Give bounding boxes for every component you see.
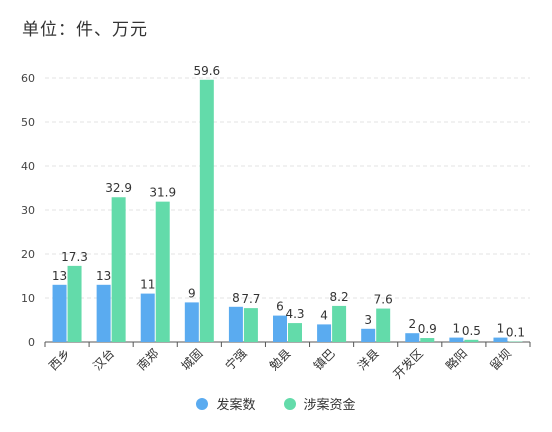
bar-cases	[493, 337, 508, 342]
data-label: 32.9	[105, 181, 132, 195]
y-tick-label: 10	[21, 292, 35, 305]
bar-cases	[405, 333, 420, 342]
bar-funds	[155, 201, 170, 342]
y-tick-label: 40	[21, 160, 35, 173]
bar-funds	[332, 305, 347, 342]
x-tick-label: 略阳	[442, 346, 470, 374]
x-tick-label: 南郑	[134, 346, 162, 374]
bar-cases	[317, 324, 332, 342]
x-tick-label: 西乡	[46, 346, 73, 373]
x-tick-label: 镇巴	[311, 346, 338, 373]
bar-cases	[228, 306, 243, 342]
data-label: 0.1	[506, 326, 525, 340]
data-label: 0.5	[462, 324, 481, 338]
data-label: 8	[232, 291, 240, 305]
data-label: 4.3	[285, 307, 304, 321]
legend-label-funds: 涉案资金	[303, 398, 356, 413]
bar-funds	[464, 339, 479, 342]
data-label: 0.9	[418, 322, 437, 336]
data-label: 2	[408, 317, 416, 331]
bar-funds	[420, 338, 435, 342]
x-tick-label: 勉县	[267, 346, 294, 373]
bar-funds	[67, 265, 82, 342]
data-label: 8.2	[330, 290, 349, 304]
bar-funds	[199, 79, 214, 342]
bar-cases	[140, 293, 155, 342]
data-label: 1	[497, 322, 505, 336]
bar-funds	[376, 308, 391, 342]
data-label: 9	[188, 286, 196, 300]
legend-item-cases[interactable]: 发案数	[196, 394, 256, 413]
bar-cases	[96, 284, 111, 342]
data-label: 6	[276, 300, 284, 314]
y-tick-label: 20	[21, 248, 35, 261]
bar-cases	[361, 328, 376, 342]
x-tick-label: 留坝	[487, 346, 514, 373]
data-label: 11	[140, 278, 155, 292]
y-tick-label: 30	[21, 204, 35, 217]
data-label: 17.3	[61, 250, 88, 264]
x-tick-label: 宁强	[222, 346, 250, 374]
x-tick-label: 城固	[179, 346, 206, 373]
bar-funds	[243, 308, 258, 342]
bar-funds	[111, 197, 126, 342]
chart-title: 单位：件、万元	[22, 20, 148, 40]
data-label: 13	[52, 269, 67, 283]
chart-legend: 发案数 涉案资金	[0, 394, 552, 413]
data-label: 3	[364, 313, 372, 327]
x-tick-label: 开发区	[390, 346, 426, 382]
bar-cases	[52, 284, 67, 342]
bar-funds	[288, 323, 302, 342]
legend-label-cases: 发案数	[216, 398, 256, 413]
legend-marker-cases	[196, 397, 209, 410]
legend-marker-funds	[283, 397, 296, 410]
data-label: 4	[320, 308, 328, 322]
bar-cases	[449, 337, 464, 342]
bar-cases	[273, 315, 287, 342]
bar-cases	[184, 302, 199, 342]
y-tick-label: 60	[21, 72, 35, 85]
data-label: 59.6	[193, 64, 220, 78]
x-tick-label: 洋县	[354, 346, 382, 374]
y-tick-label: 50	[21, 116, 35, 129]
x-tick-label: 汉台	[90, 346, 118, 374]
data-label: 1	[453, 322, 461, 336]
legend-item-funds[interactable]: 涉案资金	[283, 394, 356, 413]
data-label: 7.6	[374, 293, 393, 307]
data-label: 13	[96, 269, 111, 283]
data-label: 31.9	[149, 186, 176, 200]
y-tick-label: 0	[28, 336, 35, 349]
data-label: 7.7	[241, 292, 260, 306]
